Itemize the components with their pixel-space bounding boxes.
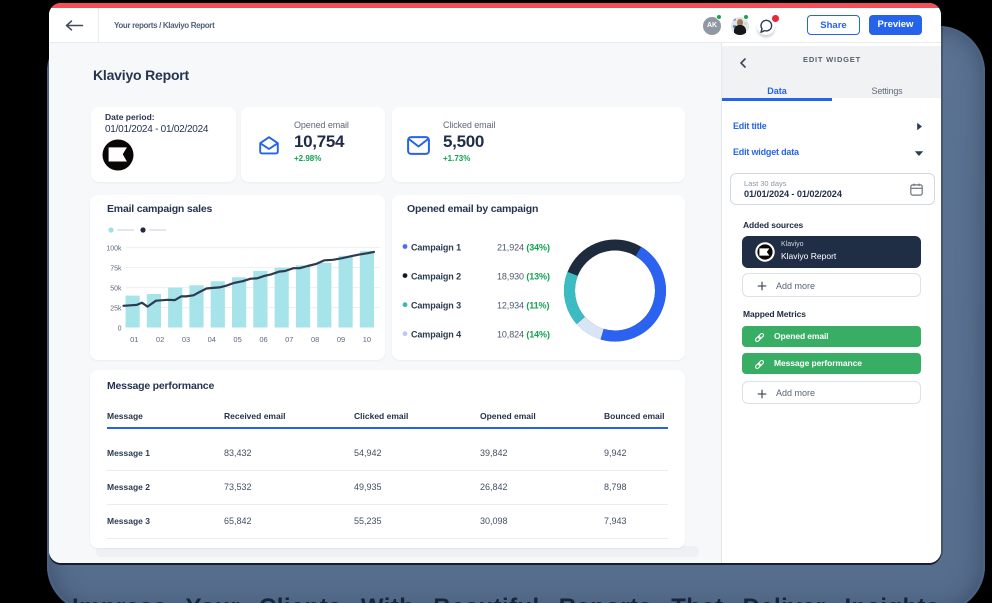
svg-text:Campaign 2: Campaign 2	[411, 272, 461, 282]
svg-text:07: 07	[285, 335, 293, 344]
svg-text:50k: 50k	[110, 285, 122, 292]
svg-text:Campaign 3: Campaign 3	[411, 301, 461, 311]
svg-text:06: 06	[259, 335, 267, 344]
svg-text:01: 01	[130, 335, 138, 344]
svg-text:05: 05	[233, 335, 241, 344]
svg-text:04: 04	[208, 335, 216, 344]
svg-text:02: 02	[156, 335, 164, 344]
svg-text:10,824 (14%): 10,824 (14%)	[497, 330, 550, 340]
svg-text:10: 10	[363, 335, 371, 344]
svg-text:0: 0	[118, 325, 122, 332]
svg-text:03: 03	[182, 335, 190, 344]
svg-text:Campaign 4: Campaign 4	[411, 330, 461, 340]
svg-text:12,934 (11%): 12,934 (11%)	[497, 301, 549, 311]
svg-text:09: 09	[337, 335, 345, 344]
svg-text:18,930 (13%): 18,930 (13%)	[497, 272, 550, 282]
svg-text:08: 08	[311, 335, 319, 344]
svg-text:21,924 (34%): 21,924 (34%)	[497, 243, 550, 253]
svg-text:75k: 75k	[110, 265, 122, 272]
svg-text:100k: 100k	[106, 245, 122, 252]
svg-text:Campaign 1: Campaign 1	[411, 243, 461, 253]
svg-text:25k: 25k	[110, 305, 122, 312]
